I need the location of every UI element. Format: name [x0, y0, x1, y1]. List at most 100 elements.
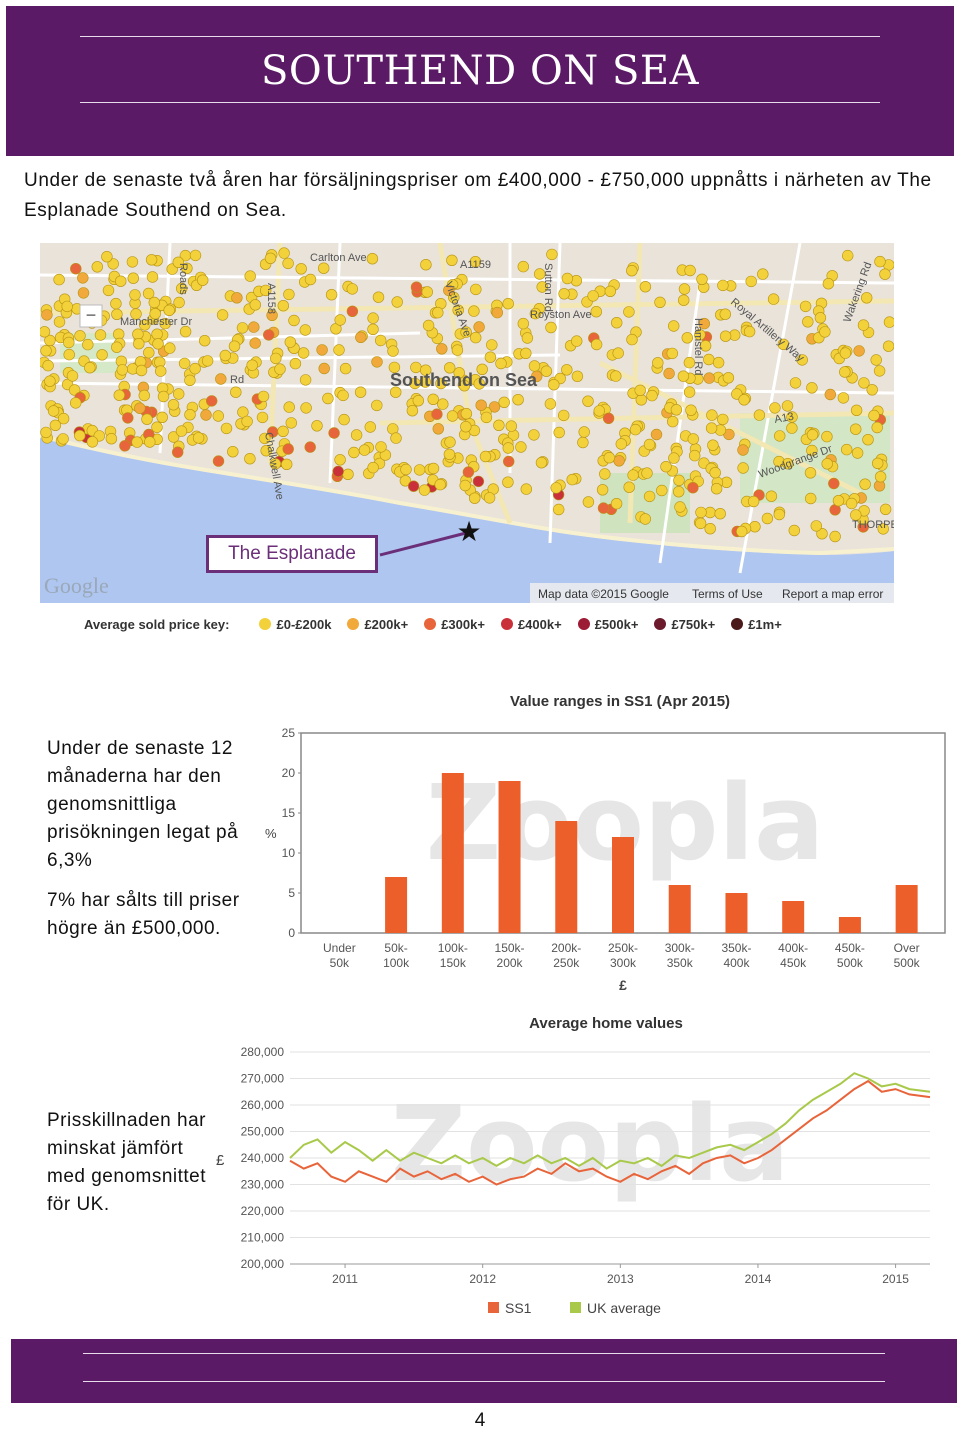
price-dot	[145, 254, 158, 266]
price-dot	[545, 321, 557, 334]
price-dot	[534, 268, 546, 280]
key-item: £1m+	[731, 617, 782, 632]
price-dot	[70, 397, 82, 409]
price-dot	[338, 413, 350, 426]
street-label: Sutton Rd	[542, 263, 554, 312]
series-line	[289, 1079, 931, 1186]
price-dot	[707, 439, 719, 451]
map-zoom-out-button[interactable]	[79, 304, 103, 328]
price-dot	[570, 335, 583, 347]
price-dot	[133, 337, 145, 350]
price-dot	[773, 430, 786, 442]
line-chart-axes: 200,000 210,000 220,000 230,000 240,000 250,0…	[241, 1045, 930, 1286]
price-dot	[77, 272, 89, 284]
price-dot	[709, 467, 721, 479]
price-dot	[503, 455, 515, 468]
price-dot	[810, 520, 822, 532]
price-dot	[277, 299, 290, 312]
price-dot	[333, 344, 345, 356]
line-y-tick-label: 280,000	[241, 1045, 285, 1059]
price-dot	[172, 446, 184, 458]
price-dot	[94, 329, 107, 341]
price-dot	[747, 495, 760, 508]
price-dot	[639, 280, 652, 293]
price-dot	[814, 312, 827, 324]
price-dot	[66, 370, 79, 382]
key-label: £750k+	[671, 616, 716, 632]
price-dot	[626, 265, 638, 277]
price-dot	[870, 354, 882, 366]
price-dot	[717, 279, 729, 292]
bar	[498, 781, 521, 933]
price-dot	[228, 340, 241, 352]
price-dot	[141, 413, 153, 425]
price-dot	[473, 321, 485, 333]
price-dot	[189, 249, 202, 262]
price-dot	[612, 347, 624, 359]
price-dot	[111, 341, 123, 353]
price-dot	[184, 409, 196, 421]
bar-category-label: 100k-	[438, 941, 468, 955]
price-dot	[139, 319, 151, 331]
price-dot	[472, 475, 485, 488]
price-dot	[289, 357, 302, 370]
line-y-tick-label: 270,000	[241, 1072, 285, 1086]
price-dot	[493, 419, 505, 432]
map-attribution-bar	[530, 583, 894, 603]
price-dot	[536, 281, 548, 293]
price-dot	[241, 415, 253, 428]
line-x-tick-label: 2012	[469, 1272, 496, 1286]
price-dot	[86, 436, 99, 448]
price-dot	[737, 444, 749, 456]
price-dot	[387, 345, 399, 357]
price-dot	[749, 521, 761, 533]
price-dot	[528, 429, 540, 441]
bar	[441, 773, 464, 933]
price-dot	[371, 356, 383, 368]
price-dot	[41, 309, 53, 321]
terms-of-use-link[interactable]: Terms of Use	[692, 587, 763, 601]
price-dot	[337, 389, 349, 402]
price-dot	[44, 375, 56, 387]
price-dot	[593, 405, 605, 417]
line-chart-title: Average home values	[529, 1015, 683, 1032]
price-dot	[840, 443, 853, 456]
price-dot	[602, 412, 615, 425]
bar-category-label: 150k-	[495, 941, 525, 955]
sold-price-map[interactable]: Southend on Sea Victoria Ave Royal Artille…	[40, 243, 894, 603]
report-map-error-link[interactable]: Report a map error	[782, 587, 883, 601]
price-dot	[422, 319, 435, 332]
price-dot	[135, 364, 148, 377]
price-dot	[673, 474, 685, 487]
legend-label: SS1	[505, 1300, 532, 1316]
line-chart-series	[289, 1072, 931, 1186]
zoom-out-label: −	[86, 305, 97, 325]
price-dot	[325, 288, 338, 301]
price-dot	[561, 364, 573, 376]
price-dot	[505, 420, 517, 432]
price-dot	[299, 324, 311, 336]
price-dot	[164, 342, 176, 354]
price-dot	[199, 334, 211, 347]
key-title: Average sold price key:	[84, 616, 230, 632]
price-dot	[350, 429, 363, 441]
price-dot	[799, 300, 812, 313]
page-title: SOUTHEND ON SEA	[261, 48, 699, 94]
line-x-tick-label: 2015	[882, 1272, 909, 1286]
price-dot	[821, 430, 833, 443]
price-dot	[212, 455, 225, 467]
key-item: £750k+	[654, 617, 715, 632]
price-dot	[358, 444, 371, 456]
price-dot	[406, 405, 419, 417]
header-rule-bottom	[80, 102, 880, 103]
line-y-tick-label: 260,000	[241, 1098, 285, 1112]
price-dot	[154, 365, 167, 377]
map-road	[40, 298, 894, 316]
price-dot	[391, 296, 403, 308]
price-dot	[853, 345, 865, 357]
price-dot	[178, 357, 191, 370]
bar	[668, 885, 691, 933]
bar-category-label: 500k	[837, 956, 864, 970]
price-dot	[761, 512, 774, 525]
